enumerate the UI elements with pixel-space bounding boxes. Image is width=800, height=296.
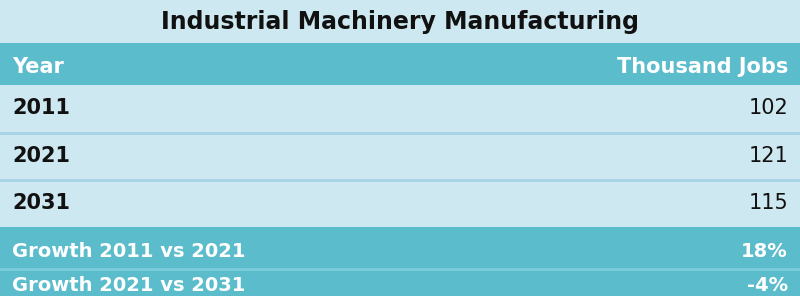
Text: 2021: 2021 — [12, 146, 70, 166]
Text: Year: Year — [12, 57, 64, 77]
Text: Thousand Jobs: Thousand Jobs — [617, 57, 788, 77]
Text: 121: 121 — [748, 146, 788, 166]
Bar — [0, 0, 800, 43]
Bar — [0, 234, 800, 268]
Text: 2011: 2011 — [12, 98, 70, 118]
Bar — [0, 85, 800, 132]
Bar — [0, 268, 800, 271]
Bar — [0, 268, 800, 296]
Bar — [0, 132, 800, 135]
Bar — [0, 179, 800, 227]
Text: -4%: -4% — [747, 276, 788, 295]
Text: 18%: 18% — [742, 242, 788, 260]
Text: 102: 102 — [748, 98, 788, 118]
Text: Growth 2021 vs 2031: Growth 2021 vs 2031 — [12, 276, 246, 295]
Text: 115: 115 — [748, 193, 788, 213]
Bar — [0, 43, 800, 50]
Text: Industrial Machinery Manufacturing: Industrial Machinery Manufacturing — [161, 9, 639, 33]
Bar — [0, 179, 800, 182]
Text: Growth 2011 vs 2021: Growth 2011 vs 2021 — [12, 242, 246, 260]
Text: 2031: 2031 — [12, 193, 70, 213]
Bar — [0, 132, 800, 179]
Bar — [0, 50, 800, 85]
Bar — [0, 227, 800, 234]
